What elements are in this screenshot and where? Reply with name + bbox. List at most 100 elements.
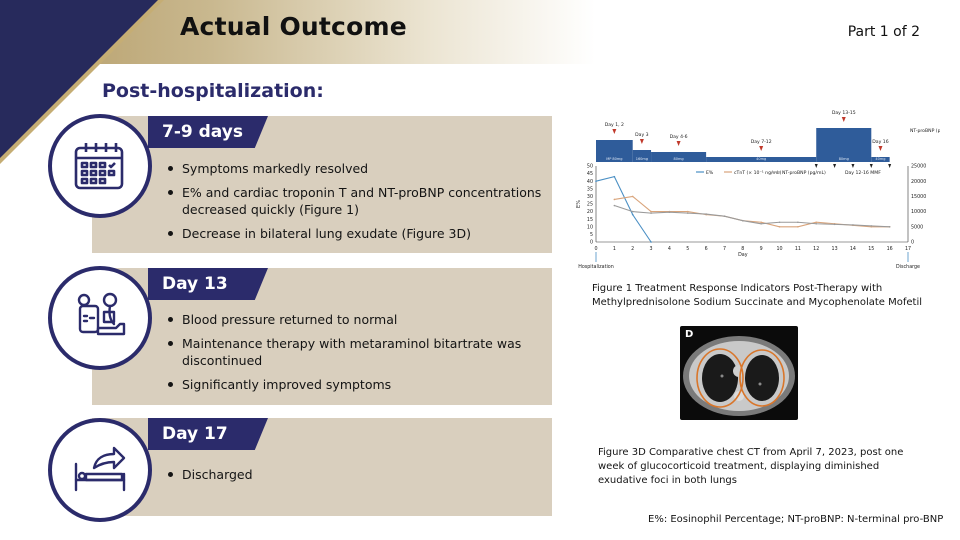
figure1-caption: Figure 1 Treatment Response Indicators P… [592, 283, 923, 308]
y-right-tick-label: 20000 [911, 179, 926, 185]
y-left-tick-label: 15 [587, 217, 593, 223]
bullet-list-day-13: Blood pressure returned to normal Mainte… [162, 311, 522, 400]
treatment-bar [632, 150, 652, 162]
chart-svg: MP 80mg Day 1, 2 160mg Day 3 80mg Day 4-6 40mg… [576, 110, 960, 270]
treatment-dose-label: MP 80mg [606, 157, 622, 161]
x-tick-label: 4 [668, 246, 671, 252]
data-point [778, 221, 781, 224]
x-tick-label: 14 [850, 246, 856, 252]
card-label-days-7-9: 7-9 days [148, 116, 268, 148]
mmf-marker [814, 164, 818, 168]
hospital-bed-icon-circle [48, 418, 152, 522]
x-tick-label: 5 [686, 246, 689, 252]
bullet-item: Decrease in bilateral lung exudate (Figu… [162, 225, 542, 242]
legend-entry: E% [706, 170, 714, 176]
data-point [595, 180, 597, 182]
treatment-marker [612, 129, 617, 134]
y-left-tick-label: 20 [587, 209, 593, 215]
card-label-day-17: Day 17 [148, 418, 268, 450]
data-point [668, 211, 671, 214]
data-point [650, 210, 652, 213]
treatment-bar [871, 157, 890, 162]
data-point [815, 222, 818, 225]
chest-ct-image: D [680, 326, 798, 420]
mmf-marker [851, 164, 855, 168]
treatment-marker [676, 141, 681, 146]
x-tick-label: 7 [723, 246, 726, 252]
x-tick-label: 10 [776, 246, 782, 252]
x-tick-label: 3 [650, 246, 653, 252]
calendar-icon [74, 143, 124, 190]
y-left-tick-label: 45 [587, 171, 593, 177]
treatment-bar [706, 157, 817, 162]
data-point [613, 204, 616, 207]
x-tick-label: 8 [741, 246, 744, 252]
treatment-marker [759, 146, 764, 151]
data-point [870, 225, 873, 227]
treatment-dose-label: 80mg [674, 157, 684, 161]
y-left-tick-label: 10 [587, 224, 593, 230]
bullet-list-day-17: Discharged [162, 466, 522, 490]
data-point [760, 221, 762, 224]
data-point [705, 213, 707, 215]
data-point [797, 221, 799, 224]
y-left-tick-label: 25 [587, 202, 593, 208]
data-point [686, 210, 689, 213]
series-line-0 [595, 175, 652, 243]
bullet-item: E% and cardiac troponin T and NT-proBNP … [162, 184, 542, 218]
treatment-marker [841, 117, 846, 122]
y-right-tick-label: 0 [911, 240, 914, 246]
data-point [833, 223, 836, 226]
treatment-marker [878, 146, 883, 151]
treatment-dose-label: 160mg [636, 157, 648, 161]
series-line-2 [614, 204, 890, 228]
legend-entry: cTnT (× 10⁻¹ ng/mL) [734, 170, 782, 176]
bullet-item: Blood pressure returned to normal [162, 311, 522, 328]
treatment-day-label: Day 1, 2 [605, 122, 624, 128]
section-title: Post-hospitalization: [102, 80, 324, 102]
data-point [778, 226, 781, 228]
y-right-tick-label: 15000 [911, 194, 926, 200]
bullet-item: Discharged [162, 466, 522, 483]
part-indicator: Part 1 of 2 [847, 24, 920, 40]
data-point [686, 212, 689, 214]
treatment-day-label: Day 4-6 [670, 134, 688, 140]
treatment-dose-label: 80mg [839, 157, 849, 161]
treatment-dose-label: 40mg [756, 157, 766, 161]
mmf-marker [869, 164, 873, 168]
y-left-tick-label: 50 [587, 164, 593, 170]
legend-entry: NT-proBNP (pg/mL) [782, 170, 826, 176]
right-axis-label: NT-proBNP (pg/mL) cTnT (× 10⁻¹ ng/mL) [910, 128, 940, 134]
calendar-icon-circle [48, 114, 152, 218]
footnote: E%: Eosinophil Percentage; NT-proBNP: N-… [648, 514, 944, 525]
treatment-bar [651, 152, 707, 162]
treatment-day-label: Day 16 [872, 139, 888, 145]
treatment-day-label: Day 13-15 [832, 110, 856, 116]
ct-panel-label: D [685, 329, 694, 340]
y-left-axis-title: E% [576, 200, 582, 208]
x-axis-title: Day [738, 252, 748, 258]
x-tick-label: 15 [868, 246, 874, 252]
y-left-tick-label: 30 [587, 194, 593, 200]
data-point [613, 198, 616, 201]
data-point [797, 226, 799, 228]
data-point [742, 219, 744, 222]
data-point [650, 212, 652, 214]
x-tick-label-discharge: 17 [905, 246, 911, 252]
mmf-marker [833, 164, 837, 168]
treatment-marker [639, 139, 644, 144]
x-tick-label: 6 [705, 246, 708, 252]
y-left-tick-label: 5 [590, 232, 593, 238]
mmf-marker [888, 164, 892, 168]
page-title: Actual Outcome [180, 12, 407, 41]
mmf-annotation: Day 12-16 MMF [845, 170, 881, 176]
data-point [852, 224, 854, 226]
x-tick-label: 11 [795, 246, 801, 252]
x-tick-label: 12 [813, 246, 819, 252]
data-point [613, 175, 616, 178]
treatment-bar [596, 140, 633, 162]
chest-ct-drawing [683, 336, 795, 416]
figure3d-caption: Figure 3D Comparative chest CT from Apri… [598, 447, 904, 486]
blood-pressure-monitor-icon [77, 292, 126, 336]
bullet-item: Significantly improved symptoms [162, 376, 522, 393]
